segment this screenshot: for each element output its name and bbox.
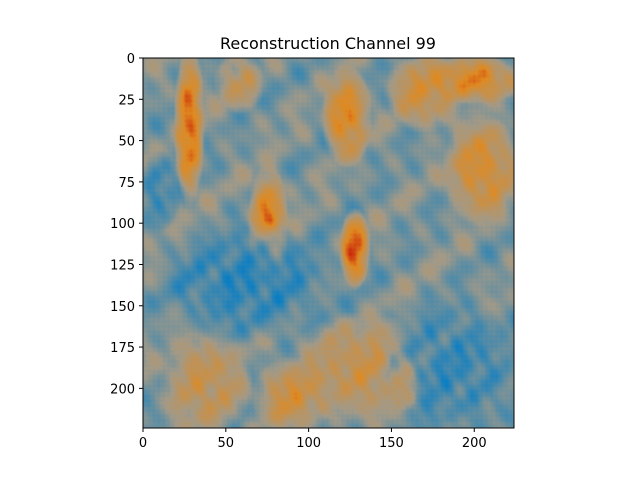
y-tick-label: 50: [118, 135, 135, 150]
y-tick-label: 75: [118, 176, 135, 191]
axes-frame: [142, 57, 515, 429]
y-tick-label: 125: [110, 258, 135, 273]
heatmap-image: [143, 58, 514, 428]
y-tick-label: 100: [110, 217, 135, 232]
x-tick-label: 50: [218, 436, 235, 451]
y-tick-label: 150: [110, 300, 135, 315]
x-tick-label: 100: [296, 436, 321, 451]
y-tick-label: 175: [110, 341, 135, 356]
x-axis: 0 50 100 150 200: [139, 428, 487, 451]
y-tick-label: 200: [110, 382, 135, 397]
y-tick-label: 25: [118, 93, 135, 108]
x-tick-label: 150: [379, 436, 404, 451]
plot-area: [142, 57, 515, 429]
x-tick-label: 0: [139, 436, 147, 451]
x-tick-label: 200: [462, 436, 487, 451]
y-axis: 0 25 50 75 100 125 150 175 200: [110, 52, 143, 397]
y-tick-label: 0: [127, 52, 135, 67]
chart-title: Reconstruction Channel 99: [220, 34, 436, 53]
